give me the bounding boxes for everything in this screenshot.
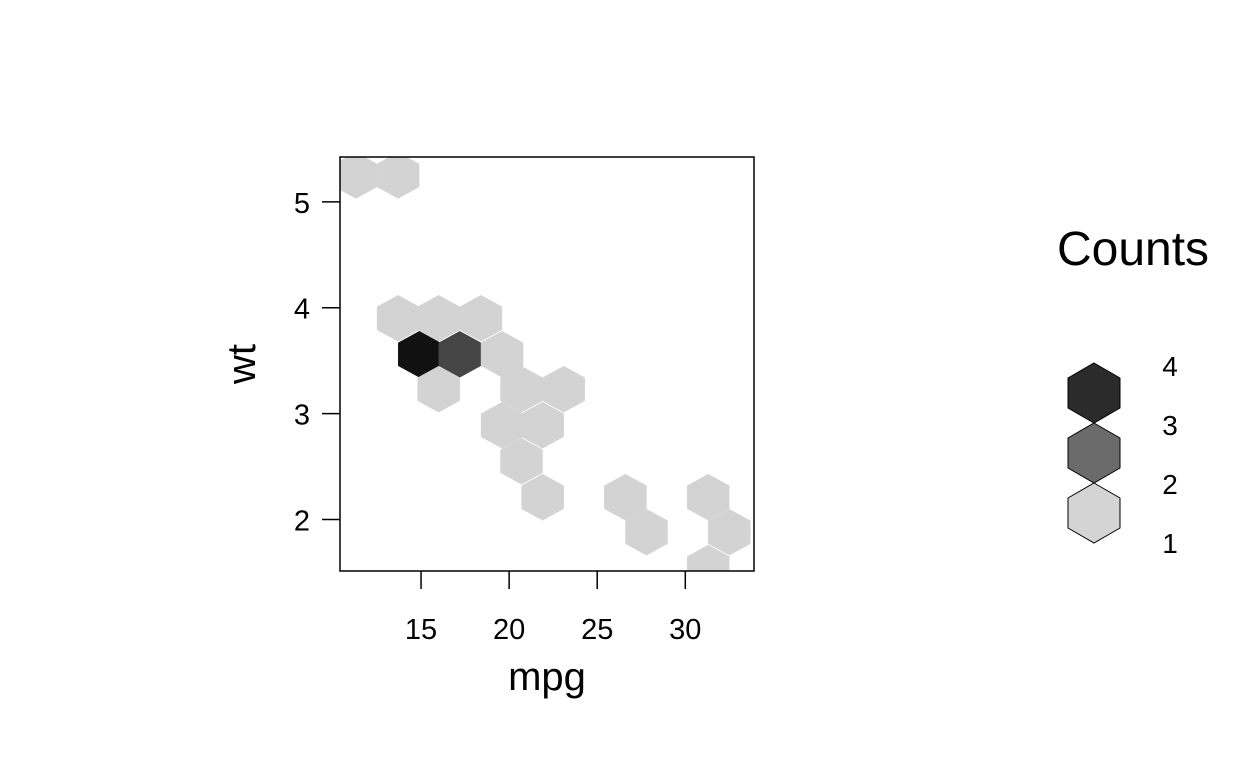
- x-tick-label: 15: [405, 614, 437, 646]
- x-tick-label: 30: [669, 614, 701, 646]
- hexbin-cell: [542, 365, 585, 413]
- hexbin-cell: [376, 157, 420, 199]
- hexbin-cell: [521, 473, 564, 521]
- legend: Counts 4 3 2 1: [1057, 223, 1209, 559]
- y-tick-label: 3: [294, 400, 310, 432]
- hexbin-cell: [708, 508, 751, 556]
- y-tick-label: 5: [294, 188, 310, 220]
- y-axis-label: wt: [220, 344, 264, 385]
- hexbin-cells: [340, 157, 751, 571]
- legend-hex: [1067, 482, 1121, 544]
- legend-hex: [1067, 422, 1121, 484]
- x-axis-label: mpg: [508, 655, 586, 699]
- legend-title: Counts: [1057, 223, 1209, 276]
- hexbin-cell: [340, 157, 378, 199]
- hexbin-cell: [417, 365, 460, 413]
- hexbin-cell: [686, 544, 730, 571]
- y-tick-label: 2: [294, 505, 310, 537]
- axes: 15 20 25 30 2 3 4 5: [294, 188, 702, 646]
- hexbin-cell: [500, 437, 543, 485]
- legend-label: 1: [1162, 528, 1178, 559]
- legend-label: 3: [1162, 410, 1178, 441]
- x-tick-label: 25: [581, 614, 613, 646]
- hexbin-cell: [604, 473, 647, 521]
- x-tick-label: 20: [493, 614, 525, 646]
- hexbin-cell: [376, 295, 420, 342]
- hexbin-cell: [459, 295, 503, 342]
- plot-frame: [339, 156, 755, 572]
- hexbin-cell: [686, 473, 730, 521]
- hexbin-cell: [521, 401, 564, 449]
- y-tick-label: 4: [294, 294, 310, 326]
- legend-label: 4: [1162, 351, 1178, 382]
- hexbin-cell: [438, 331, 482, 378]
- legend-label: 2: [1162, 469, 1178, 500]
- hexbin-cell: [625, 508, 668, 556]
- legend-hex: [1067, 362, 1121, 424]
